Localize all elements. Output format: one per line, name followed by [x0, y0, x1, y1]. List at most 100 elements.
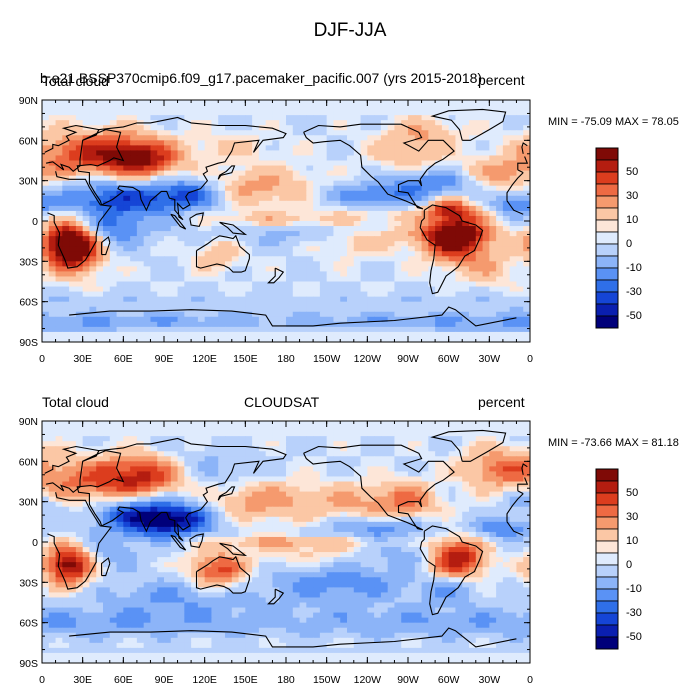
colorbar-box — [595, 504, 619, 518]
colorbar-label: 0 — [626, 559, 632, 571]
colorbar-box — [595, 255, 619, 269]
lat-tick-label: 0 — [32, 537, 38, 549]
lon-tick-label: 150W — [313, 353, 341, 365]
colorbar-box — [595, 540, 619, 554]
colorbar-box — [595, 183, 619, 197]
coastline-japan — [217, 165, 236, 180]
lon-tick-label: 30W — [479, 353, 501, 365]
lat-tick-label: 60N — [19, 135, 38, 147]
coastline-britain — [521, 463, 528, 475]
coastline-new-zealand — [267, 267, 285, 284]
panel2-min-max: MIN = -73.66 MAX = 81.18 — [548, 437, 679, 449]
coastline-madagascar — [101, 557, 111, 577]
lon-tick-label: 60W — [438, 353, 460, 365]
lon-tick-label: 150E — [233, 353, 258, 365]
colorbar-label: -50 — [626, 631, 642, 643]
lat-tick-label: 30N — [19, 176, 38, 188]
colorbar-box — [595, 243, 619, 257]
coastline-south-america — [419, 525, 484, 616]
panel2-left-string: Total cloud — [42, 394, 109, 410]
colorbar-box — [595, 303, 619, 317]
lon-tick-label: 60W — [438, 674, 460, 686]
lon-tick-label: 90W — [397, 674, 419, 686]
lat-tick-label: 90S — [19, 658, 38, 670]
lat-tick-label: 60S — [19, 297, 38, 309]
lon-tick-label: 0 — [39, 674, 45, 686]
colorbar-box — [595, 612, 619, 626]
colorbar-label: 50 — [626, 166, 638, 178]
lon-tick-label: 180 — [277, 674, 295, 686]
colorbar-box — [595, 159, 619, 173]
colorbar-box — [595, 147, 619, 161]
colorbar-box — [595, 492, 619, 506]
coastline-greenland — [430, 429, 507, 462]
colorbar-label: -50 — [626, 310, 642, 322]
coastline-australia — [195, 555, 250, 594]
lon-tick-label: 0 — [527, 674, 533, 686]
coastline-borneo — [189, 533, 204, 549]
coastline-madagascar — [101, 236, 111, 256]
colorbar-frame — [595, 147, 619, 329]
lon-tick-label: 90W — [397, 353, 419, 365]
colorbar-box — [595, 171, 619, 185]
colorbar-box — [595, 636, 619, 650]
lon-tick-label: 150W — [313, 674, 341, 686]
coastline-sumatra — [170, 534, 187, 551]
lon-tick-label: 120E — [192, 353, 217, 365]
colorbar-box — [595, 600, 619, 614]
colorbar-box — [595, 195, 619, 209]
coastline-greenland — [430, 108, 507, 141]
coastline-new-guinea — [219, 221, 248, 236]
colorbar-2: 50 30 10 0 -10 -30 -50 — [595, 468, 642, 650]
colorbar-box — [595, 207, 619, 221]
colorbar-label: 50 — [626, 487, 638, 499]
lat-tick-label: 30S — [19, 577, 38, 589]
colorbar-label: 0 — [626, 238, 632, 250]
colorbar-box — [595, 315, 619, 329]
lon-tick-label: 30E — [73, 353, 92, 365]
coastline-borneo — [189, 212, 204, 228]
colorbar-box — [595, 564, 619, 578]
coastline-new-guinea — [219, 542, 248, 557]
colorbar-box — [595, 516, 619, 530]
coastline-asia — [76, 116, 287, 221]
colorbar-box — [595, 468, 619, 482]
panel2-right-string: percent — [478, 394, 525, 410]
lat-tick-label: 60N — [19, 456, 38, 468]
colorbar-label: 10 — [626, 214, 638, 226]
panel1-min-max: MIN = -75.09 MAX = 78.05 — [548, 116, 679, 128]
coastline-asia — [76, 437, 287, 542]
colorbar-box — [595, 219, 619, 233]
colorbar-box — [595, 552, 619, 566]
coastline-africa — [47, 492, 524, 590]
panel1-left-string: Total cloud — [42, 73, 109, 89]
anomaly-field-2 — [42, 421, 530, 663]
lat-tick-label: 30N — [19, 497, 38, 509]
panel2-center-string: CLOUDSAT — [244, 394, 320, 410]
colorbar-box — [595, 588, 619, 602]
anomaly-field-1 — [42, 100, 530, 342]
lon-tick-label: 90E — [155, 353, 174, 365]
lon-tick-label: 60E — [114, 353, 133, 365]
colorbar-box — [595, 480, 619, 494]
lon-tick-label: 0 — [39, 353, 45, 365]
lon-tick-label: 120W — [354, 353, 382, 365]
colorbar-box — [595, 576, 619, 590]
lat-tick-label: 30S — [19, 256, 38, 268]
coastline-new-zealand — [267, 588, 285, 605]
colorbar-box — [595, 528, 619, 542]
colorbar-label: -30 — [626, 286, 642, 298]
figure-title: DJF-JJA — [313, 20, 387, 41]
colorbar-label: 10 — [626, 535, 638, 547]
land-outlines-2 — [44, 429, 529, 648]
lat-tick-label: 60S — [19, 618, 38, 630]
colorbar-box — [595, 267, 619, 281]
colorbar-box — [595, 624, 619, 638]
coastline-australia — [195, 234, 250, 273]
lon-tick-label: 120E — [192, 674, 217, 686]
colorbar-box — [595, 231, 619, 245]
lat-tick-label: 90N — [19, 416, 38, 428]
